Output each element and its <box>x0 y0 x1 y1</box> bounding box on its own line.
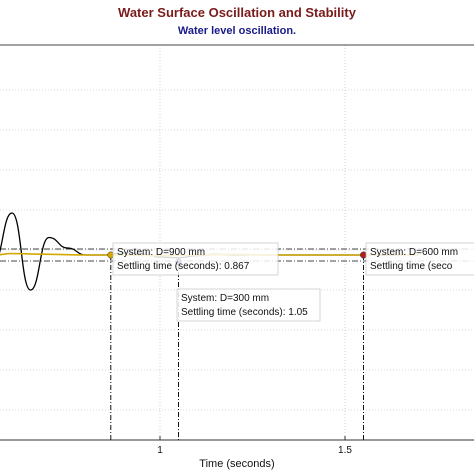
annotation-line1: System: D=600 mm <box>370 247 458 258</box>
annotation-line1: System: D=300 mm <box>181 293 269 304</box>
annotation-box <box>112 242 279 276</box>
annotation-line2: Settling time (seco <box>370 261 453 272</box>
axes <box>0 44 474 441</box>
x-tick-labels: 1 1.5 <box>157 445 352 456</box>
settling-drop-lines <box>110 255 364 440</box>
x-tick-label: 1 <box>157 445 163 456</box>
reference-lines <box>0 248 474 262</box>
annotation-line2: Settling time (seconds): 1.05 <box>181 307 308 318</box>
chart-subtitle: Water level oscillation. <box>177 25 297 37</box>
annotation-box <box>176 288 321 322</box>
annotations: System: D=900 mm Settling time (seconds):… <box>112 242 474 322</box>
x-tick-label: 1.5 <box>338 445 352 456</box>
annotation-line1: System: D=900 mm <box>117 247 205 258</box>
chart-title: Water Surface Oscillation and Stability <box>118 5 356 20</box>
x-axis-label: Time (seconds) <box>199 458 275 470</box>
annotation-line2: Settling time (seconds): 0.867 <box>117 261 250 272</box>
annotation-box <box>365 242 474 276</box>
grid <box>0 45 474 440</box>
